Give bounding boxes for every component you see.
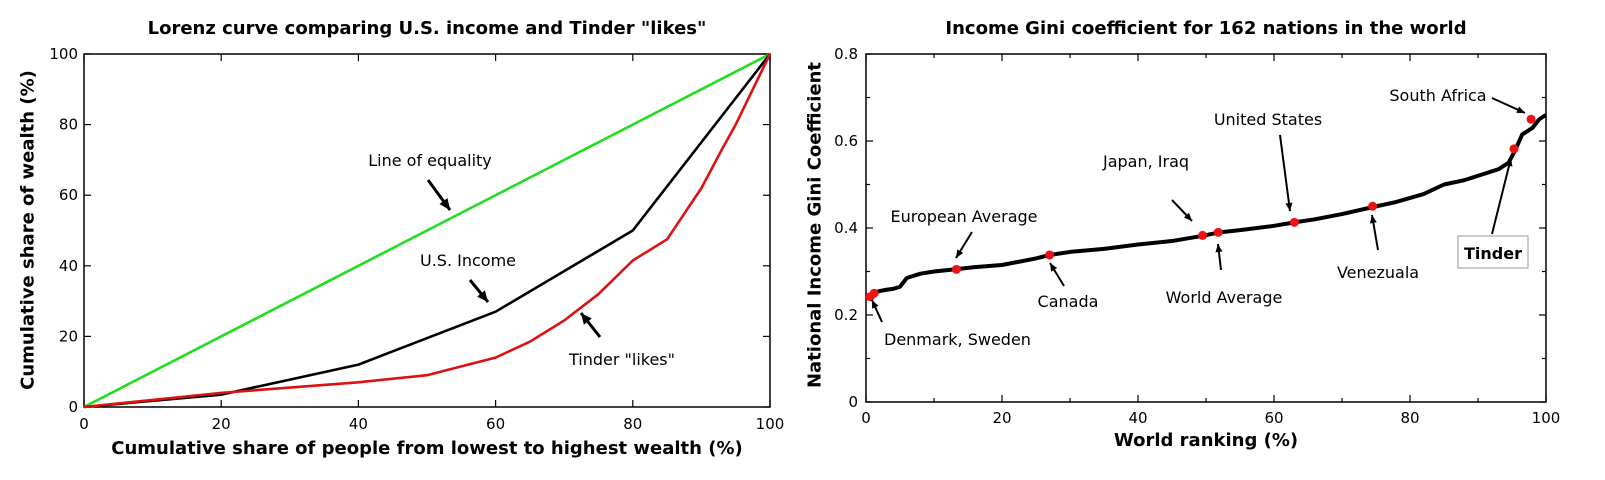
lorenz-y-tick-label: 20 bbox=[59, 327, 78, 345]
tinder-likes-arrow bbox=[581, 313, 600, 337]
gini-y-tick-label: 0.8 bbox=[834, 45, 858, 63]
european-average-annotation: European Average bbox=[891, 207, 1038, 226]
gini-x-tick-label: 0 bbox=[861, 409, 871, 427]
gini-highlight-point bbox=[1214, 228, 1223, 237]
us-income-annotation: U.S. Income bbox=[420, 251, 516, 270]
lorenz-x-tick-label: 60 bbox=[486, 415, 505, 433]
lorenz-y-tick-label: 80 bbox=[59, 116, 78, 134]
lorenz-x-tick-label: 20 bbox=[212, 415, 231, 433]
gini-highlight-point bbox=[952, 265, 961, 274]
lorenz-x-tick-label: 80 bbox=[623, 415, 642, 433]
gini-highlight-point bbox=[1527, 115, 1536, 124]
tinder-annotation: Tinder bbox=[1464, 244, 1522, 263]
gini-y-tick-label: 0.2 bbox=[834, 306, 858, 324]
lorenz-y-tick-label: 40 bbox=[59, 257, 78, 275]
world-average-arrow bbox=[1215, 244, 1222, 270]
tinder-likes-annotation: Tinder "likes" bbox=[568, 350, 675, 369]
gini-plot-frame bbox=[866, 54, 1546, 402]
gini-y-tick-label: 0.4 bbox=[834, 219, 858, 237]
gini-highlight-point bbox=[1368, 202, 1377, 211]
lorenz-x-tick-label: 0 bbox=[79, 415, 89, 433]
japan-iraq-annotation: Japan, Iraq bbox=[1102, 152, 1189, 171]
gini-highlight-point bbox=[870, 289, 879, 298]
gini-highlight-point bbox=[1198, 231, 1207, 240]
world-average-annotation: World Average bbox=[1166, 288, 1283, 307]
gini-x-tick-label: 40 bbox=[1128, 409, 1147, 427]
gini-x-tick-label: 80 bbox=[1400, 409, 1419, 427]
denmark-sweden-annotation: Denmark, Sweden bbox=[884, 330, 1031, 349]
lorenz-y-tick-label: 0 bbox=[68, 398, 78, 416]
gini-highlight-point bbox=[1045, 250, 1054, 259]
gini-highlight-point bbox=[1290, 218, 1299, 227]
charts-canvas: 0 20 40 60 80 100 0 20 40 60 80 100 Line of equality… bbox=[0, 0, 1605, 480]
venezuala-annotation: Venezuala bbox=[1337, 263, 1419, 282]
canada-arrow bbox=[1050, 263, 1064, 286]
venezuala-arrow bbox=[1370, 215, 1378, 250]
gini-x-tick-label: 60 bbox=[1264, 409, 1283, 427]
gini-x-tick-label: 20 bbox=[992, 409, 1011, 427]
lorenz-y-tick-label: 60 bbox=[59, 186, 78, 204]
denmark-sweden-arrow bbox=[872, 300, 882, 322]
united-states-arrow bbox=[1280, 135, 1292, 211]
gini-highlight-point bbox=[1510, 144, 1519, 153]
united-states-annotation: United States bbox=[1214, 110, 1322, 129]
us-income-arrow bbox=[470, 280, 488, 302]
european-average-arrow bbox=[956, 232, 972, 258]
gini-y-tick-label: 0 bbox=[848, 393, 858, 411]
lorenz-x-tick-label: 100 bbox=[756, 415, 785, 433]
gini-y-tick-label: 0.6 bbox=[834, 132, 858, 150]
canada-annotation: Canada bbox=[1038, 292, 1099, 311]
gini-x-tick-label: 100 bbox=[1532, 409, 1561, 427]
line-of-equality-arrow bbox=[428, 180, 450, 210]
south-africa-annotation: South Africa bbox=[1389, 86, 1486, 105]
lorenz-y-tick-label: 100 bbox=[49, 45, 78, 63]
line-of-equality-annotation: Line of equality bbox=[368, 151, 492, 170]
lorenz-x-tick-label: 40 bbox=[349, 415, 368, 433]
south-africa-arrow bbox=[1492, 98, 1525, 113]
japan-iraq-arrow bbox=[1172, 200, 1192, 221]
